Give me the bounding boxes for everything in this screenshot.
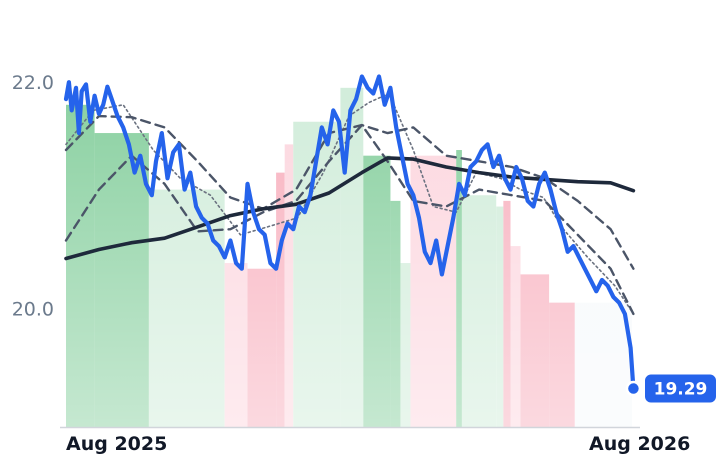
x-tick-label: Aug 2025	[66, 433, 167, 455]
y-tick-label: 22.0	[12, 72, 54, 94]
regime-bands	[66, 20, 632, 428]
long-ma-line	[64, 156, 636, 261]
x-axis-ticks: Aug 2025 Aug 2026	[66, 433, 690, 455]
price-line	[63, 74, 636, 391]
series-lines	[63, 74, 636, 391]
last-value-text: 19.29	[654, 380, 708, 400]
last-value-marker: 19.29	[625, 374, 716, 403]
last-value-dot	[625, 380, 642, 397]
band-lower-line	[64, 123, 635, 316]
last-value-badge	[645, 374, 716, 403]
x-tick-label: Aug 2026	[589, 433, 690, 455]
band-fade-overlay	[66, 20, 632, 427]
y-tick-label: 20.0	[12, 298, 54, 320]
y-axis-ticks: 22.0 20.0	[12, 72, 54, 320]
